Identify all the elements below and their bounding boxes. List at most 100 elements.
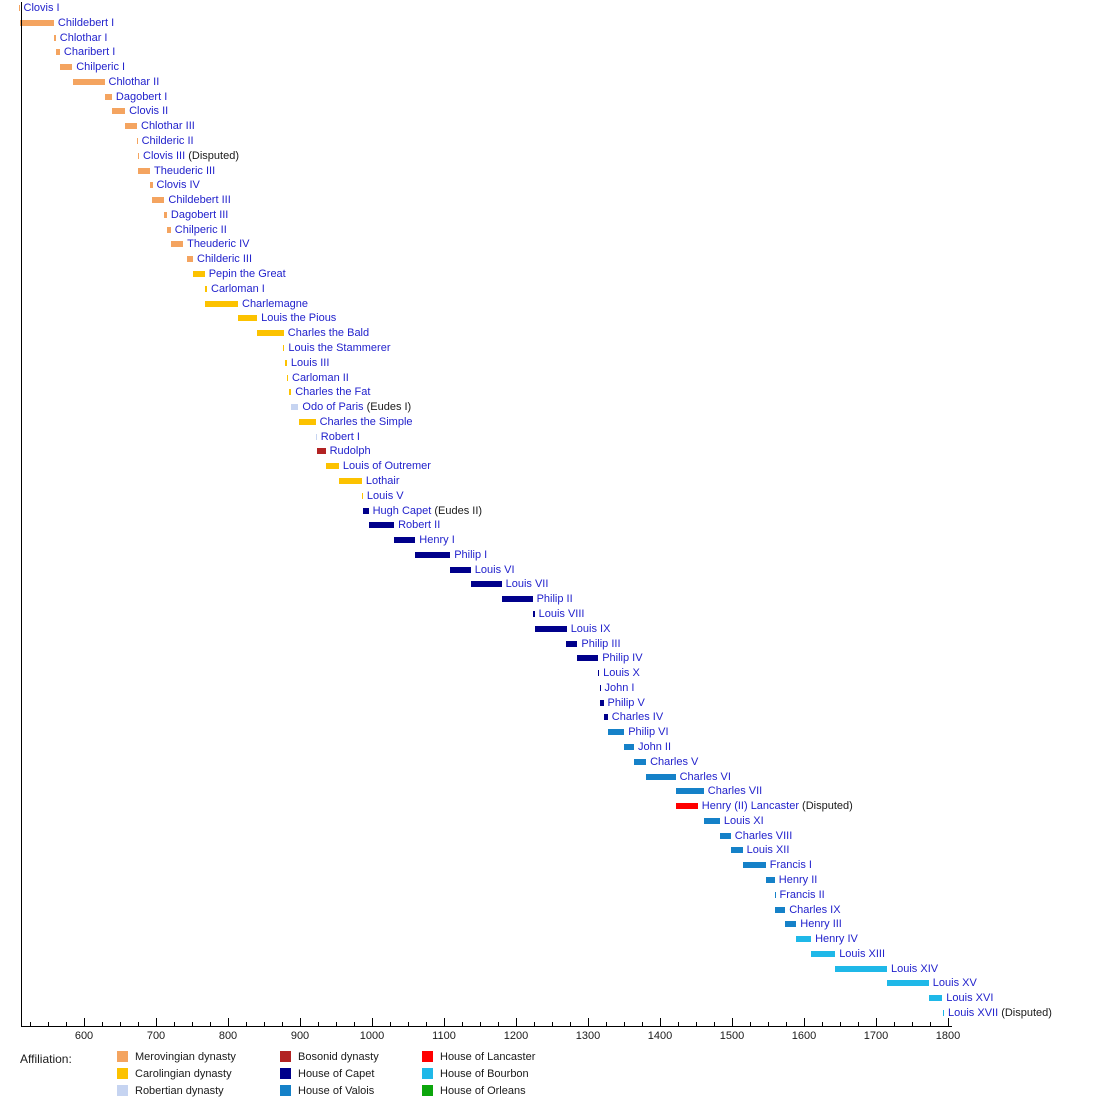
reign-bar-john-i bbox=[599, 685, 601, 691]
reign-bar-charles-the-bald bbox=[256, 330, 284, 336]
monarch-row-chilperic-i: Chilperic I bbox=[0, 61, 1100, 75]
minor-tick-650 bbox=[120, 1022, 121, 1026]
monarch-name: Clovis I bbox=[23, 2, 60, 14]
monarch-name: Clovis III bbox=[143, 150, 186, 162]
reign-bar-dagobert-i bbox=[104, 94, 112, 100]
minor-tick-1475 bbox=[714, 1022, 715, 1026]
minor-tick-725 bbox=[174, 1022, 175, 1026]
monarch-row-charles-the-simple: Charles the Simple bbox=[0, 416, 1100, 430]
monarch-name: Clovis IV bbox=[156, 179, 200, 191]
reign-bar-philip-iii bbox=[566, 641, 578, 647]
reign-bar-francis-ii bbox=[774, 892, 776, 898]
legend-label-bourbon: House of Bourbon bbox=[440, 1068, 529, 1080]
monarch-row-robert-ii: Robert II bbox=[0, 519, 1100, 533]
monarch-name: Childeric III bbox=[197, 253, 253, 265]
monarch-label: Francis I bbox=[770, 859, 812, 872]
reign-bar-childeric-ii bbox=[136, 138, 138, 144]
monarch-row-clovis-i: Clovis I bbox=[0, 2, 1100, 16]
monarch-row-childebert-i: Childebert I bbox=[0, 17, 1100, 31]
monarch-label: Louis VI bbox=[475, 564, 515, 577]
monarch-row-francis-i: Francis I bbox=[0, 859, 1100, 873]
monarch-name: Louis X bbox=[603, 667, 640, 679]
reign-bar-childebert-iii bbox=[152, 197, 165, 203]
monarch-name: Childebert III bbox=[168, 194, 231, 206]
monarch-row-robert-i: Robert I bbox=[0, 431, 1100, 445]
monarch-label: Dagobert I bbox=[116, 91, 167, 104]
monarch-row-hugh-capet: Hugh Capet (Eudes II) bbox=[0, 505, 1100, 519]
monarch-row-charlemagne: Charlemagne bbox=[0, 298, 1100, 312]
monarch-row-philip-i: Philip I bbox=[0, 549, 1100, 563]
monarch-label: Charlemagne bbox=[242, 298, 308, 311]
legend-swatch-carolingian bbox=[117, 1068, 128, 1079]
monarch-row-chlothar-ii: Chlothar II bbox=[0, 76, 1100, 90]
monarch-label: Charles V bbox=[650, 756, 698, 769]
monarch-label: Charles VIII bbox=[735, 830, 792, 843]
monarch-label: Louis XVI bbox=[946, 992, 993, 1005]
monarch-row-louis-vi: Louis VI bbox=[0, 564, 1100, 578]
reign-bar-clovis-iv bbox=[149, 182, 153, 188]
minor-tick-1550 bbox=[768, 1022, 769, 1026]
monarch-name: Childeric II bbox=[141, 135, 194, 147]
monarch-label: Robert II bbox=[398, 519, 440, 532]
minor-tick-1625 bbox=[822, 1022, 823, 1026]
monarch-row-charles-ix: Charles IX bbox=[0, 904, 1100, 918]
monarch-row-louis-xi: Louis XI bbox=[0, 815, 1100, 829]
monarch-note: (Disputed) bbox=[998, 1007, 1052, 1019]
reign-bar-louis-v bbox=[361, 493, 363, 499]
legend-swatch-capet bbox=[280, 1068, 291, 1079]
monarch-label: Charibert I bbox=[64, 46, 115, 59]
monarch-name: Charles the Bald bbox=[287, 327, 370, 339]
monarch-name: Chlothar II bbox=[108, 76, 160, 88]
monarch-label: Dagobert III bbox=[171, 209, 228, 222]
monarch-label: Chlothar II bbox=[109, 76, 160, 89]
monarch-row-charibert-i: Charibert I bbox=[0, 46, 1100, 60]
reign-bar-odo-of-paris bbox=[291, 404, 299, 410]
major-tick-1600 bbox=[804, 1018, 805, 1026]
reign-bar-charles-vii bbox=[675, 788, 704, 794]
reign-bar-louis-xvi bbox=[929, 995, 943, 1001]
legend-swatch-bourbon bbox=[422, 1068, 433, 1079]
reign-bar-robert-ii bbox=[369, 522, 395, 528]
x-tick-label-1700: 1700 bbox=[863, 1030, 889, 1042]
x-tick-label-1800: 1800 bbox=[935, 1030, 961, 1042]
monarch-name: Louis of Outremer bbox=[342, 460, 431, 472]
monarch-name: Childebert I bbox=[57, 17, 115, 29]
reign-bar-henry-i bbox=[394, 537, 416, 543]
monarch-row-theuderic-iv: Theuderic IV bbox=[0, 238, 1100, 252]
monarch-row-childebert-iii: Childebert III bbox=[0, 194, 1100, 208]
monarch-label: Louis VII bbox=[506, 578, 549, 591]
monarch-label: Louis the Stammerer bbox=[288, 342, 390, 355]
reign-bar-clovis-ii bbox=[112, 108, 126, 114]
monarch-label: Theuderic III bbox=[154, 165, 215, 178]
minor-tick-1750 bbox=[912, 1022, 913, 1026]
monarch-name: Louis VI bbox=[474, 564, 515, 576]
reign-bar-louis-x bbox=[598, 670, 600, 676]
monarch-label: Louis XIV bbox=[891, 963, 938, 976]
reign-bar-louis-xv bbox=[886, 980, 929, 986]
legend-label-merovingian: Merovingian dynasty bbox=[135, 1051, 236, 1063]
legend-label-robertian: Robertian dynasty bbox=[135, 1085, 224, 1097]
monarch-row-philip-iv: Philip IV bbox=[0, 652, 1100, 666]
reign-bar-louis-viii bbox=[532, 611, 535, 617]
monarch-label: Henry III bbox=[800, 918, 842, 931]
monarch-row-philip-v: Philip V bbox=[0, 697, 1100, 711]
reign-bar-theuderic-iii bbox=[138, 168, 150, 174]
monarch-label: Clovis IV bbox=[157, 179, 200, 192]
monarch-label: Pepin the Great bbox=[209, 268, 286, 281]
monarch-row-louis-xvi: Louis XVI bbox=[0, 992, 1100, 1006]
reign-bar-carloman-i bbox=[205, 286, 207, 292]
monarch-row-philip-iii: Philip III bbox=[0, 638, 1100, 652]
monarch-row-louis-vii: Louis VII bbox=[0, 578, 1100, 592]
x-tick-label-1300: 1300 bbox=[575, 1030, 601, 1042]
monarch-row-childeric-iii: Childeric III bbox=[0, 253, 1100, 267]
reign-bar-charlemagne bbox=[205, 301, 238, 307]
legend-swatch-merovingian bbox=[117, 1051, 128, 1062]
monarch-name: Philip VI bbox=[628, 726, 669, 738]
monarch-name: Louis VIII bbox=[538, 608, 585, 620]
minor-tick-1225 bbox=[534, 1022, 535, 1026]
major-tick-1000 bbox=[372, 1018, 373, 1026]
monarch-name: Charles VI bbox=[679, 771, 731, 783]
monarch-name: Robert I bbox=[320, 431, 360, 443]
monarch-label: Charles the Simple bbox=[320, 416, 413, 429]
monarch-label: Louis XV bbox=[933, 977, 977, 990]
